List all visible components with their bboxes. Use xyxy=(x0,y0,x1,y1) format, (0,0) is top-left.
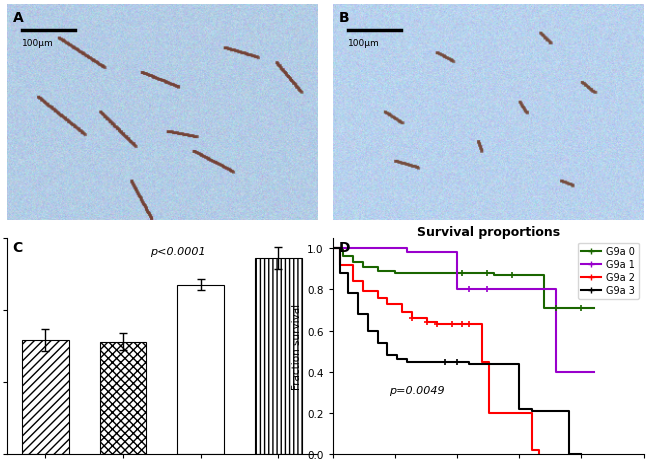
Title: Survival proportions: Survival proportions xyxy=(417,225,560,238)
Bar xyxy=(177,285,224,454)
Text: B: B xyxy=(339,11,350,25)
Bar xyxy=(255,258,302,454)
Y-axis label: Fraction survival: Fraction survival xyxy=(292,303,302,389)
Text: p=0.0049: p=0.0049 xyxy=(389,385,445,395)
Bar xyxy=(99,342,146,454)
Text: p<0.0001: p<0.0001 xyxy=(150,247,205,257)
Text: D: D xyxy=(339,241,350,254)
Text: 100μm: 100μm xyxy=(22,39,54,48)
Legend: G9a 0, G9a 1, G9a 2, G9a 3: G9a 0, G9a 1, G9a 2, G9a 3 xyxy=(578,243,639,299)
Text: 100μm: 100μm xyxy=(348,39,380,48)
Text: A: A xyxy=(13,11,23,25)
Bar xyxy=(22,341,69,454)
Text: C: C xyxy=(13,241,23,254)
